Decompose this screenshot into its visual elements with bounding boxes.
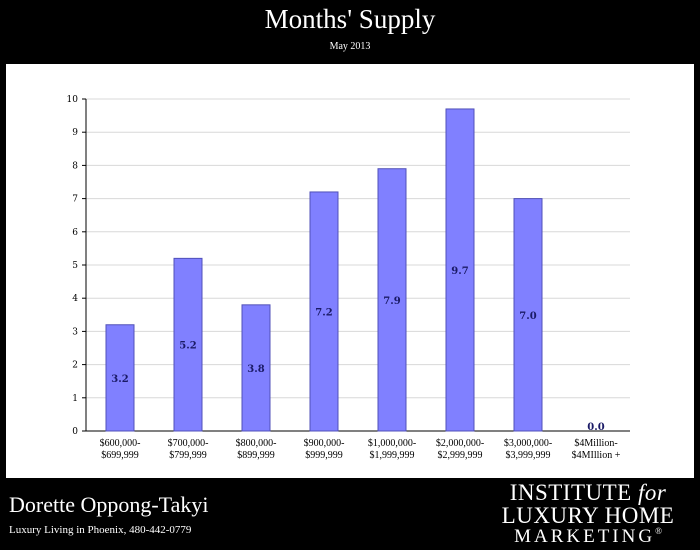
bar-data-label: 7.0 xyxy=(519,311,536,322)
bar-data-label: 9.7 xyxy=(451,266,468,277)
y-tick-label: 6 xyxy=(72,228,78,238)
y-tick-label: 10 xyxy=(67,95,79,105)
x-tick-label: $600,000- xyxy=(100,438,141,449)
y-tick-label: 0 xyxy=(72,427,78,437)
bar xyxy=(105,324,135,432)
logo-line2: LUXURY HOME xyxy=(501,503,675,528)
y-tick-label: 3 xyxy=(72,327,78,337)
x-tick-label: $899,999 xyxy=(237,450,275,461)
x-tick-label: $4Million- xyxy=(574,438,617,449)
x-tick-label: $4MIllion + xyxy=(572,450,621,461)
bar xyxy=(513,198,543,432)
x-tick-label: $800,000- xyxy=(236,438,277,449)
x-tick-label: $1,999,999 xyxy=(370,450,415,461)
x-tick-label: $2,999,999 xyxy=(438,450,483,461)
bar-data-label: 3.2 xyxy=(111,374,128,385)
y-tick-label: 7 xyxy=(72,195,78,205)
y-tick-label: 9 xyxy=(72,128,78,138)
x-tick-label: $699,999 xyxy=(101,450,139,461)
x-tick-label: $3,999,999 xyxy=(506,450,551,461)
x-tick-label: $999,999 xyxy=(305,450,343,461)
y-tick-label: 8 xyxy=(72,161,78,171)
chart-subtitle: May 2013 xyxy=(329,41,371,52)
bar xyxy=(377,168,407,432)
bar-data-label: 7.9 xyxy=(383,296,400,307)
bar-data-label: 3.8 xyxy=(247,364,264,375)
logo-line1: INSTITUTE xyxy=(509,480,632,505)
bar xyxy=(309,191,339,432)
y-tick-label: 5 xyxy=(72,261,78,271)
bar-data-label: 0.0 xyxy=(587,422,604,433)
x-tick-label: $900,000- xyxy=(304,438,345,449)
bar-chart: 0 1 2 3 4 5 6 7 8 9 10 3.2 $600,000-$699,999 5.2 $700,… xyxy=(67,95,630,461)
agent-name: Dorette Oppong-Takyi xyxy=(9,492,209,517)
bar xyxy=(241,304,271,432)
x-tick-label: $3,000,000- xyxy=(504,438,552,449)
bar-data-label: 7.2 xyxy=(315,307,332,318)
bar xyxy=(173,257,203,432)
agent-tagline: Luxury Living in Phoenix, 480-442-0779 xyxy=(9,524,192,536)
chart-title: Months' Supply xyxy=(264,4,436,34)
y-tick-label: 2 xyxy=(72,361,78,371)
x-tick-label: $2,000,000- xyxy=(436,438,484,449)
bar xyxy=(445,108,475,432)
logo-registered-mark: ® xyxy=(655,526,662,536)
x-tick-label: $799,999 xyxy=(169,450,207,461)
chart-panel: 0 1 2 3 4 5 6 7 8 9 10 3.2 $600,000- $699,999 5.2 $700,… xyxy=(6,64,694,478)
y-tick-label: 4 xyxy=(72,294,78,304)
logo-line1-for: for xyxy=(637,480,667,505)
x-tick-label: $700,000- xyxy=(168,438,209,449)
institute-logo: INSTITUTE for LUXURY HOME MARKETING® xyxy=(478,481,698,546)
y-tick-label: 1 xyxy=(72,394,78,404)
x-tick-label: $1,000,000- xyxy=(368,438,416,449)
bar-data-label: 5.2 xyxy=(179,341,196,352)
logo-line3: MARKETING xyxy=(514,526,656,547)
